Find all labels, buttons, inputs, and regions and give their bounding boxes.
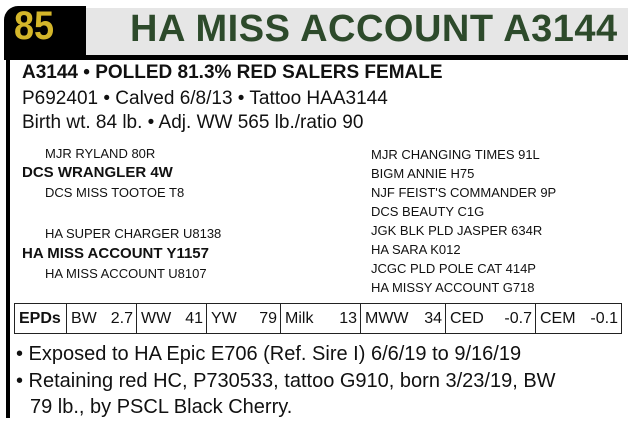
epd-value: 2.7 bbox=[110, 309, 133, 327]
epd-cell-cem: CEM -0.1 bbox=[536, 304, 621, 333]
animal-title: HA MISS ACCOUNT A3144 bbox=[130, 8, 618, 50]
pedigree-right-item: HA SARA K012 bbox=[371, 242, 461, 257]
lot-tab bbox=[4, 6, 86, 58]
pedigree-right-item: JCGC PLD POLE CAT 414P bbox=[371, 261, 536, 276]
pedigree-dam-sire: HA SUPER CHARGER U8138 bbox=[45, 226, 222, 241]
note-retaining-cont: 79 lb., by PSCL Black Cherry. bbox=[30, 396, 293, 418]
epd-name: MWW bbox=[365, 309, 409, 327]
pedigree-sire-sire: MJR RYLAND 80R bbox=[45, 146, 156, 161]
epd-cell-ced: CED -0.7 bbox=[446, 304, 536, 333]
epd-value: -0.7 bbox=[504, 309, 532, 327]
divider bbox=[4, 55, 628, 60]
pedigree-right-item: NJF FEIST'S COMMANDER 9P bbox=[371, 185, 557, 200]
epd-name: Milk bbox=[285, 309, 314, 327]
summary-line-2: P692401 • Calved 6/8/13 • Tattoo HAA3144 bbox=[22, 88, 388, 109]
epd-cell-milk: Milk 13 bbox=[281, 304, 361, 333]
summary-line-3: Birth wt. 84 lb. • Adj. WW 565 lb./ratio… bbox=[22, 112, 364, 133]
epd-cell-ww: WW 41 bbox=[137, 304, 207, 333]
pedigree-sire: DCS WRANGLER 4W bbox=[22, 164, 173, 181]
epd-cell-bw: BW 2.7 bbox=[67, 304, 137, 333]
epd-value: 13 bbox=[339, 309, 357, 327]
epd-value: 79 bbox=[259, 309, 277, 327]
epd-name: CEM bbox=[540, 309, 576, 327]
left-border bbox=[6, 58, 10, 418]
pedigree-dam-dam: HA MISS ACCOUNT U8107 bbox=[45, 266, 207, 281]
epd-value: 34 bbox=[424, 309, 442, 327]
epd-name: CED bbox=[450, 309, 484, 327]
epd-value: -0.1 bbox=[590, 309, 618, 327]
epd-name: BW bbox=[71, 309, 97, 327]
pedigree-dam: HA MISS ACCOUNT Y1157 bbox=[22, 245, 209, 262]
pedigree-right-item: BIGM ANNIE H75 bbox=[371, 166, 475, 181]
epd-name: YW bbox=[211, 309, 237, 327]
pedigree-right-item: DCS BEAUTY C1G bbox=[371, 204, 485, 219]
epd-label: EPDs bbox=[15, 304, 67, 333]
pedigree-right-item: JGK BLK PLD JASPER 634R bbox=[371, 223, 543, 238]
lot-number: 85 bbox=[14, 4, 55, 48]
note-exposed: • Exposed to HA Epic E706 (Ref. Sire I) … bbox=[16, 343, 522, 365]
pedigree-right-item: HA MISSY ACCOUNT G718 bbox=[371, 280, 535, 295]
epd-cell-mww: MWW 34 bbox=[361, 304, 446, 333]
note-retaining: • Retaining red HC, P730533, tattoo G910… bbox=[16, 370, 556, 392]
epd-value: 41 bbox=[185, 309, 203, 327]
epd-name: WW bbox=[141, 309, 172, 327]
epd-cell-yw: YW 79 bbox=[207, 304, 281, 333]
epd-table: EPDs BW 2.7 WW 41 YW 79 Milk 13 MWW 34 CED -0.… bbox=[14, 303, 622, 334]
header-band bbox=[86, 8, 628, 56]
pedigree-sire-dam: DCS MISS TOOTOE T8 bbox=[45, 185, 185, 200]
pedigree-right-item: MJR CHANGING TIMES 91L bbox=[371, 147, 540, 162]
summary-line-1: A3144 • POLLED 81.3% RED SALERS FEMALE bbox=[22, 62, 443, 83]
